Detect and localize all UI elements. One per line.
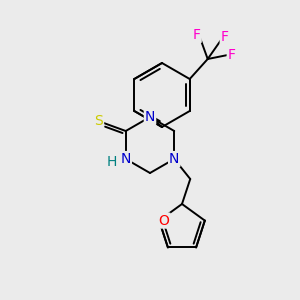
Text: O: O — [159, 214, 170, 228]
Text: S: S — [94, 114, 103, 128]
Text: H: H — [106, 155, 117, 169]
Text: N: N — [121, 152, 131, 166]
Text: F: F — [221, 30, 229, 44]
Text: N: N — [169, 152, 179, 166]
Text: F: F — [193, 28, 201, 42]
Text: N: N — [145, 110, 155, 124]
Text: F: F — [228, 48, 236, 62]
